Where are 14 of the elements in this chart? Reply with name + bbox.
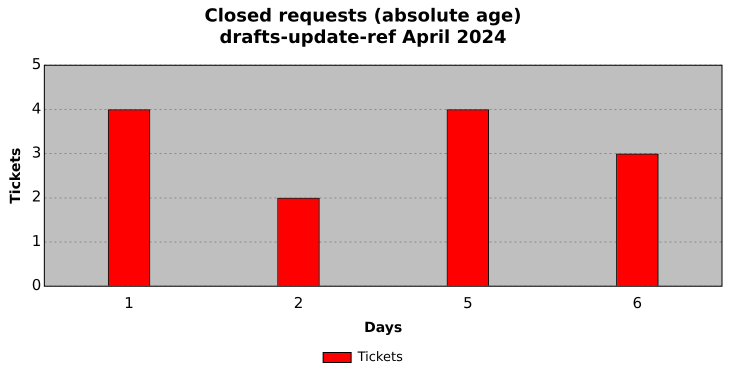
chart-title: Closed requests (absolute age) drafts-update-ref April 2024: [204, 5, 522, 48]
legend-label: Tickets: [356, 350, 404, 365]
y-tick-label: 3: [32, 143, 42, 162]
y-tick-label: 2: [32, 188, 42, 206]
y-tick-label: 0: [32, 276, 42, 294]
x-axis-title: Days: [364, 320, 402, 336]
x-tick-label: 6: [632, 294, 642, 312]
y-tick-label: 5: [32, 55, 42, 74]
x-tick-label: 2: [294, 294, 304, 312]
y-tick-label: 1: [32, 232, 42, 250]
x-tick-label: 5: [463, 294, 473, 312]
y-tick-label: 4: [32, 99, 42, 118]
x-tick-label: 1: [124, 294, 134, 312]
y-axis-title: Tickets: [8, 148, 24, 204]
